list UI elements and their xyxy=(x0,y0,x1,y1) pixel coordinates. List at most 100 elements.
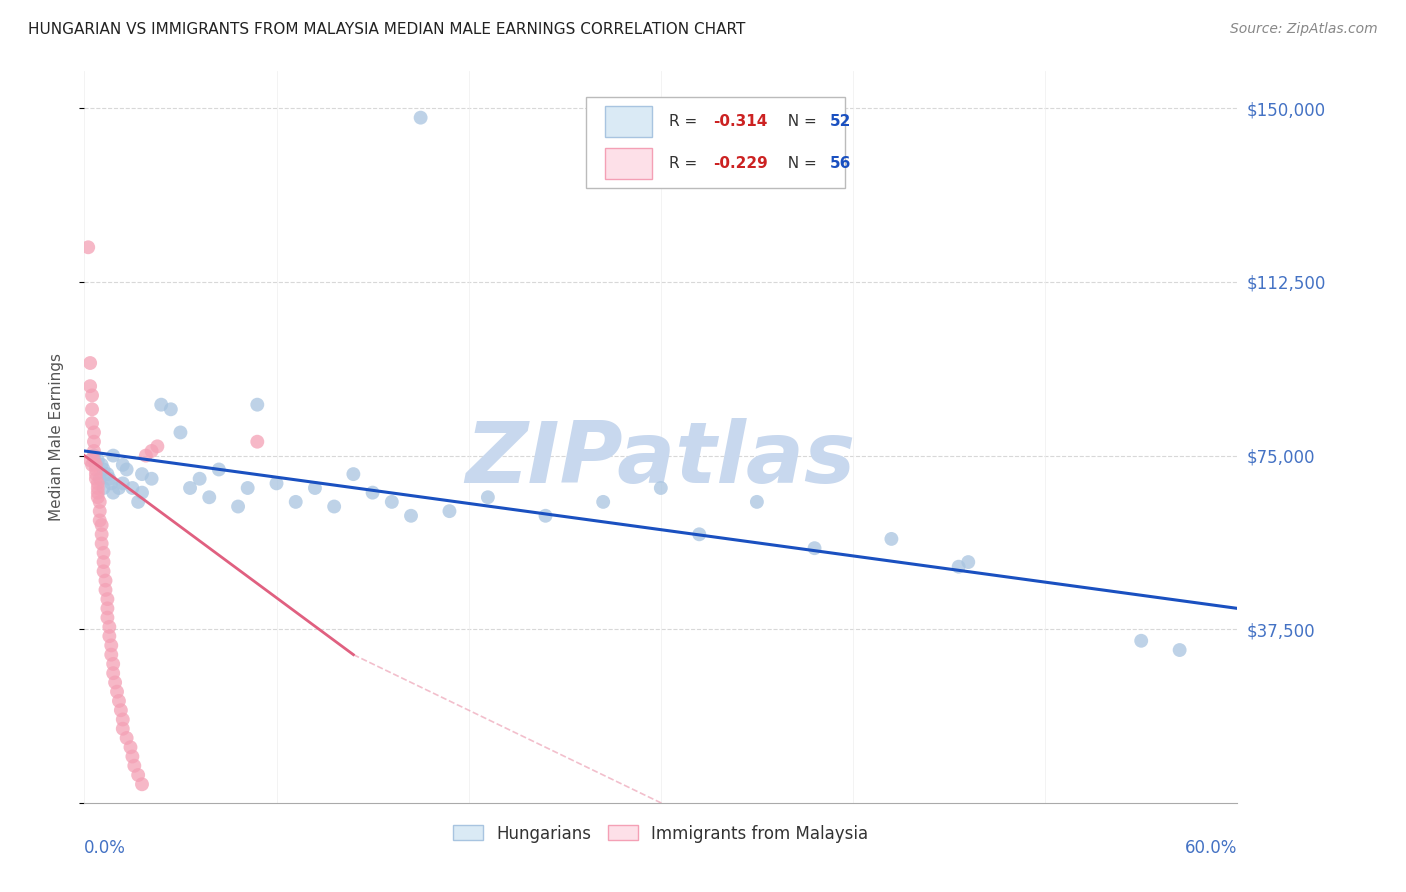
Text: HUNGARIAN VS IMMIGRANTS FROM MALAYSIA MEDIAN MALE EARNINGS CORRELATION CHART: HUNGARIAN VS IMMIGRANTS FROM MALAYSIA ME… xyxy=(28,22,745,37)
Point xyxy=(84,472,107,486)
Point xyxy=(94,574,117,588)
Point xyxy=(477,490,499,504)
Text: 60.0%: 60.0% xyxy=(1185,839,1237,857)
Point xyxy=(105,684,128,698)
Point xyxy=(342,467,364,482)
Point xyxy=(87,485,110,500)
Point xyxy=(304,481,326,495)
Point xyxy=(98,629,121,643)
Text: N =: N = xyxy=(779,156,823,171)
Point xyxy=(111,722,134,736)
Point xyxy=(87,481,110,495)
Point xyxy=(409,111,432,125)
Point xyxy=(120,740,142,755)
Point xyxy=(79,356,101,370)
Point xyxy=(198,490,221,504)
Point xyxy=(381,495,404,509)
Point xyxy=(93,546,115,560)
Point xyxy=(146,439,169,453)
Point xyxy=(84,467,107,482)
Point xyxy=(96,610,118,624)
Point xyxy=(83,425,105,440)
Text: 56: 56 xyxy=(831,156,852,171)
Text: N =: N = xyxy=(779,114,823,129)
Point xyxy=(121,749,143,764)
Point xyxy=(246,434,269,449)
Point xyxy=(323,500,346,514)
Point xyxy=(115,462,138,476)
Point xyxy=(948,559,970,574)
Point xyxy=(226,500,249,514)
Point xyxy=(124,758,146,772)
Point xyxy=(87,453,110,467)
Point xyxy=(361,485,384,500)
Point xyxy=(80,388,103,402)
Point xyxy=(745,495,768,509)
Point xyxy=(77,240,100,254)
Point xyxy=(96,601,118,615)
Point xyxy=(1130,633,1153,648)
Point xyxy=(135,449,157,463)
Point xyxy=(439,504,461,518)
Legend: Hungarians, Immigrants from Malaysia: Hungarians, Immigrants from Malaysia xyxy=(447,818,875,849)
Point xyxy=(169,425,191,440)
Text: -0.229: -0.229 xyxy=(713,156,768,171)
Y-axis label: Median Male Earnings: Median Male Earnings xyxy=(49,353,63,521)
Point xyxy=(880,532,903,546)
Point xyxy=(93,481,115,495)
Point xyxy=(131,467,153,482)
Point xyxy=(246,398,269,412)
Point xyxy=(160,402,183,417)
Point xyxy=(141,472,163,486)
Point xyxy=(111,713,134,727)
Point xyxy=(127,495,149,509)
Point xyxy=(150,398,173,412)
Point xyxy=(100,648,122,662)
Point xyxy=(87,490,110,504)
Point xyxy=(94,582,117,597)
Point xyxy=(104,675,127,690)
Text: Source: ZipAtlas.com: Source: ZipAtlas.com xyxy=(1230,22,1378,37)
Point xyxy=(115,731,138,745)
Point xyxy=(688,527,710,541)
Point xyxy=(96,467,118,482)
Point xyxy=(650,481,672,495)
Point xyxy=(103,666,124,681)
Point xyxy=(103,485,124,500)
Point xyxy=(93,555,115,569)
Text: R =: R = xyxy=(669,114,702,129)
Point xyxy=(131,777,153,791)
Point xyxy=(534,508,557,523)
Point xyxy=(80,402,103,417)
Point xyxy=(80,416,103,430)
Point xyxy=(131,485,153,500)
Point xyxy=(79,453,101,467)
Point xyxy=(803,541,825,556)
Point xyxy=(83,449,105,463)
Point xyxy=(957,555,980,569)
Point xyxy=(399,508,422,523)
Point xyxy=(80,458,103,472)
Text: 52: 52 xyxy=(831,114,852,129)
Bar xyxy=(606,148,651,179)
Point xyxy=(111,476,134,491)
Text: R =: R = xyxy=(669,156,702,171)
Point xyxy=(83,434,105,449)
Point xyxy=(93,462,115,476)
Point xyxy=(83,444,105,458)
Point xyxy=(121,481,143,495)
Point xyxy=(89,472,111,486)
Point xyxy=(83,453,105,467)
Point xyxy=(89,495,111,509)
Point xyxy=(84,462,107,476)
Point xyxy=(111,458,134,472)
Point xyxy=(79,379,101,393)
FancyBboxPatch shape xyxy=(586,97,845,188)
Point xyxy=(100,476,122,491)
Point xyxy=(188,472,211,486)
Point xyxy=(90,518,112,533)
Point xyxy=(98,620,121,634)
Point xyxy=(100,639,122,653)
Point xyxy=(236,481,259,495)
Point xyxy=(89,513,111,527)
